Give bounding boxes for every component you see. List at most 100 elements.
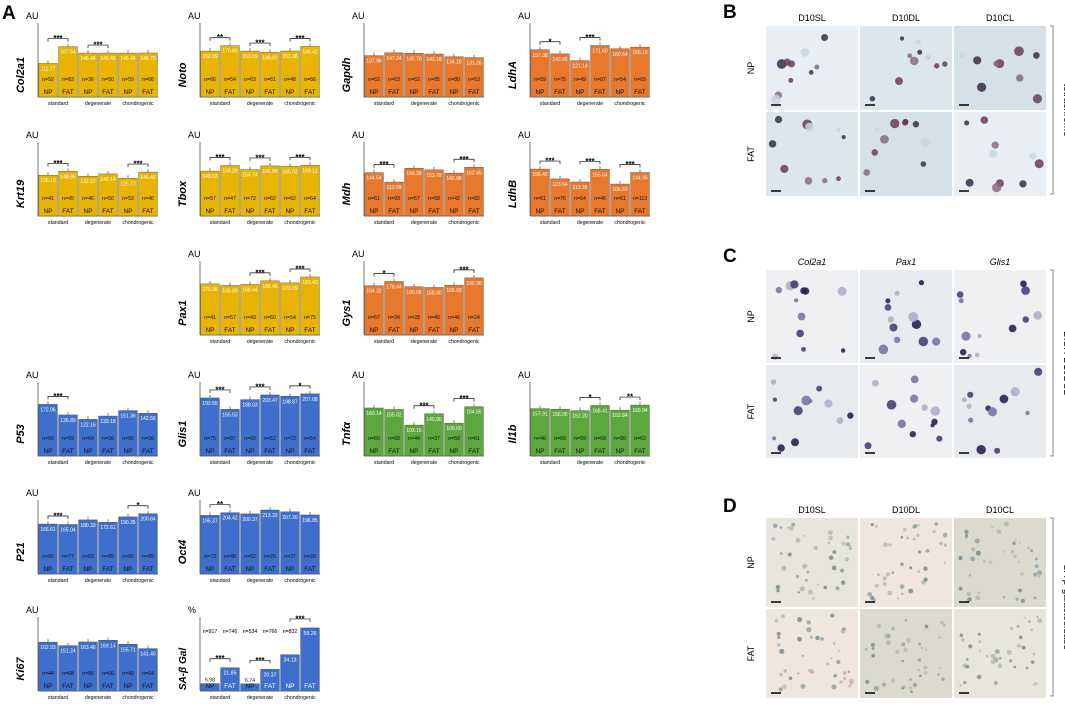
value-label: 159.28	[406, 171, 422, 177]
cell	[993, 60, 999, 67]
cell	[1020, 280, 1027, 288]
cell	[1027, 546, 1031, 550]
cell	[1034, 564, 1039, 569]
value-label: 153.78	[426, 173, 442, 179]
significance-bracket	[453, 398, 475, 402]
cell	[841, 134, 846, 140]
n-label: n=66	[304, 77, 316, 83]
np-fat-label: FAT	[264, 327, 275, 334]
cell	[923, 566, 928, 571]
n-label: n=62	[368, 77, 380, 83]
cell	[902, 527, 907, 532]
cell	[808, 70, 814, 75]
cell	[902, 685, 906, 689]
group-label: standard	[210, 101, 230, 107]
chart-col2a1: AU Col2a1 111.77 n=52 NP 167.64 n=83 FAT 146.44 n…	[15, 11, 158, 107]
n-label: n=72	[244, 196, 256, 202]
value-label: 168.42	[302, 49, 318, 55]
cell	[991, 141, 999, 149]
significance-stars: *	[548, 37, 552, 46]
n-label: n=60	[554, 436, 566, 442]
cell	[920, 161, 927, 167]
n-label: n=66	[102, 671, 114, 677]
np-fat-label: FAT	[388, 208, 399, 215]
cell	[959, 348, 967, 356]
group-label: standard	[210, 460, 230, 466]
value-label: 143.65	[552, 57, 568, 63]
group-label: degenerate	[577, 220, 603, 226]
cell	[795, 537, 801, 543]
cell	[997, 664, 1002, 669]
np-fat-label: NP	[449, 448, 458, 455]
group-label: standard	[540, 101, 560, 107]
value-label: 166.16	[632, 50, 648, 56]
chart-krt19: AU Krt19 136.10 n=41 NP 148.95 n=45 FAT 132.52 n=…	[15, 130, 158, 226]
cell	[936, 435, 943, 442]
cell	[1003, 521, 1009, 527]
column-header: D10DL	[892, 505, 920, 515]
group-label: chondrogenic	[284, 220, 316, 226]
significance-stars: *	[588, 393, 592, 402]
n-label: n=68	[594, 436, 606, 442]
significance-stars: ***	[625, 160, 635, 169]
bar	[240, 513, 260, 575]
gene-label: Mdh	[341, 182, 353, 205]
n-label: n=42	[448, 196, 460, 202]
cell	[977, 591, 981, 595]
significance-bracket	[249, 42, 271, 47]
n-label: n=44	[408, 436, 420, 442]
significance-bracket	[249, 272, 271, 276]
group-label: degenerate	[577, 460, 603, 466]
cell	[913, 524, 918, 529]
n-label: n=61	[368, 196, 380, 202]
group-label: degenerate	[411, 220, 437, 226]
n-label: n=85	[142, 554, 154, 560]
significance-bracket	[373, 164, 395, 168]
cell	[897, 419, 907, 429]
significance-stars: ***	[545, 157, 555, 166]
side-label: tetrachrome	[1061, 83, 1065, 137]
value-label: 180.46	[262, 284, 278, 290]
n-label: n=113	[633, 196, 647, 202]
cell	[876, 623, 882, 629]
group-label: standard	[374, 220, 394, 226]
value-label: 144.54	[366, 176, 382, 182]
cell	[871, 647, 875, 650]
unit-label: AU	[26, 130, 39, 140]
cell	[1018, 635, 1023, 640]
group-label: degenerate	[247, 695, 273, 701]
value-label: 146.45	[100, 56, 116, 62]
cell	[816, 583, 819, 586]
cell	[934, 63, 940, 69]
n-label: n=49	[122, 671, 134, 677]
significance-bracket	[209, 504, 231, 508]
np-fat-label: NP	[535, 448, 544, 455]
np-fat-label: FAT	[102, 89, 113, 96]
cell	[814, 64, 820, 70]
significance-bracket	[539, 160, 561, 165]
column-header: D10CL	[986, 13, 1014, 23]
group-label: degenerate	[247, 220, 273, 226]
cell	[882, 581, 887, 586]
cell	[1034, 682, 1038, 685]
value-label: 142.56	[140, 416, 156, 422]
cell	[990, 659, 996, 665]
np-fat-label: NP	[205, 89, 214, 96]
value-label: 164.55	[466, 410, 482, 416]
value-label: 193.43	[302, 280, 318, 286]
cell	[797, 636, 802, 642]
value-label: 180.33	[80, 523, 96, 529]
significance-stars: ***	[419, 401, 429, 410]
cell	[964, 529, 969, 535]
significance-stars: ***	[133, 160, 143, 169]
cell	[937, 673, 940, 676]
group-label: standard	[48, 220, 68, 226]
cell	[801, 395, 812, 406]
value-label: 148.95	[60, 174, 76, 180]
cell	[1018, 560, 1021, 563]
cell	[1019, 180, 1027, 188]
cell	[804, 578, 808, 582]
gene-label: Oct4	[177, 540, 189, 564]
cell	[965, 658, 969, 661]
np-fat-label: NP	[575, 448, 584, 455]
